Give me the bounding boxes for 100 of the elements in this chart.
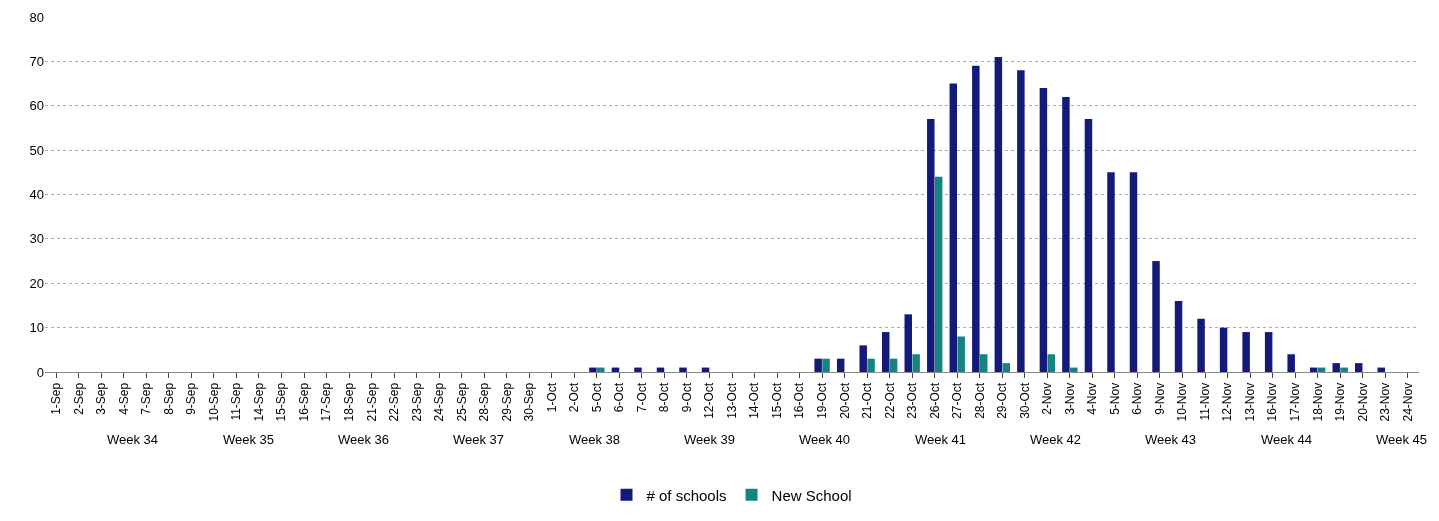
x-tick-label: 8-Sep bbox=[161, 382, 176, 415]
text: Week 39 bbox=[684, 432, 736, 447]
x-tick-label: 23-Oct bbox=[905, 382, 920, 419]
x-tick-label: 25-Sep bbox=[454, 382, 469, 422]
bar bbox=[822, 358, 830, 372]
x-tick-label: 13-Oct bbox=[724, 382, 739, 419]
bar bbox=[949, 83, 958, 372]
x-tick-label: 23-Sep bbox=[409, 382, 424, 422]
bar bbox=[1017, 70, 1025, 372]
x-tick-label: 2-Oct bbox=[567, 382, 582, 413]
x-tick-label: 17-Nov bbox=[1288, 382, 1303, 422]
x-tick-label: 24-Sep bbox=[432, 382, 447, 422]
x-tick-label: 20-Oct bbox=[837, 382, 852, 419]
x-tick-label: 26-Oct bbox=[927, 382, 942, 419]
x-tick-label: 7-Oct bbox=[634, 382, 649, 413]
x-tick-label: 21-Oct bbox=[860, 382, 875, 419]
x-tick-label: 15-Oct bbox=[769, 382, 784, 419]
x-tick-label: 2-Sep bbox=[71, 382, 86, 415]
bar bbox=[1084, 119, 1093, 372]
legend-label: # of schools bbox=[646, 486, 727, 504]
x-tick-label: 12-Nov bbox=[1220, 382, 1235, 422]
x-tick-label: 4-Sep bbox=[116, 382, 131, 415]
bar bbox=[1039, 88, 1048, 372]
text: Week 42 bbox=[1030, 432, 1082, 447]
x-tick-label: 3-Sep bbox=[94, 382, 109, 415]
x-tick-label: 14-Sep bbox=[251, 382, 266, 422]
bar bbox=[1047, 354, 1056, 372]
y-tick-label: 50 bbox=[29, 142, 44, 158]
x-tick-label: 18-Sep bbox=[341, 382, 356, 422]
bar bbox=[1129, 172, 1138, 372]
legend-label: New School bbox=[771, 486, 852, 504]
x-tick-label: 1-Oct bbox=[544, 382, 559, 413]
y-tick-label: 60 bbox=[29, 98, 44, 114]
x-tick-label: 2-Nov bbox=[1040, 382, 1055, 415]
bar bbox=[1219, 327, 1228, 372]
x-tick-label: 20-Nov bbox=[1355, 382, 1370, 422]
bar bbox=[1264, 332, 1273, 372]
bar bbox=[979, 354, 988, 372]
text: Week 37 bbox=[453, 432, 505, 447]
x-tick-label: 5-Nov bbox=[1107, 382, 1122, 415]
x-tick-label: 30-Sep bbox=[522, 382, 537, 422]
x-tick-label: 30-Oct bbox=[1017, 382, 1032, 419]
bar bbox=[994, 56, 1003, 372]
x-tick-label: 15-Sep bbox=[274, 382, 289, 422]
x-tick-label: 7-Sep bbox=[139, 382, 154, 415]
x-tick-label: 19-Nov bbox=[1333, 382, 1348, 422]
x-tick-label: 10-Sep bbox=[206, 382, 221, 422]
bar bbox=[934, 176, 943, 372]
x-tick-label: 23-Nov bbox=[1378, 382, 1393, 422]
x-tick-label: 8-Oct bbox=[657, 382, 672, 413]
bar bbox=[1152, 261, 1160, 372]
x-tick-label: 29-Oct bbox=[995, 382, 1010, 419]
x-tick-label: 6-Oct bbox=[612, 382, 627, 413]
bar bbox=[1062, 96, 1070, 372]
bar bbox=[836, 358, 845, 372]
x-tick-label: 16-Nov bbox=[1265, 382, 1280, 422]
x-tick-label: 22-Oct bbox=[882, 382, 897, 419]
x-tick-label: 10-Nov bbox=[1175, 382, 1190, 422]
x-tick-label: 18-Nov bbox=[1310, 382, 1325, 422]
x-tick-label: 19-Oct bbox=[815, 382, 829, 419]
x-tick-label: 14-Oct bbox=[747, 382, 762, 419]
x-tick-label: 11-Nov bbox=[1197, 382, 1212, 421]
x-tick-label: 27-Oct bbox=[950, 382, 965, 419]
x-tick-label: 9-Sep bbox=[184, 382, 199, 415]
bar bbox=[1287, 354, 1295, 372]
bar bbox=[597, 367, 605, 372]
bar bbox=[927, 119, 935, 372]
text: Week 36 bbox=[338, 432, 390, 447]
y-tick-label: 70 bbox=[29, 53, 44, 69]
bar bbox=[1070, 367, 1078, 372]
bar bbox=[1332, 363, 1340, 372]
y-tick-label: 20 bbox=[29, 275, 44, 291]
y-tick-label: 30 bbox=[29, 231, 44, 247]
bar bbox=[1197, 318, 1205, 372]
text: Week 38 bbox=[569, 432, 621, 447]
x-tick-label: 28-Oct bbox=[972, 382, 987, 419]
text: Week 44 bbox=[1261, 432, 1313, 447]
bar bbox=[1340, 367, 1348, 372]
y-tick-label: 10 bbox=[29, 320, 44, 336]
bar bbox=[972, 65, 980, 372]
x-tick-label: 5-Oct bbox=[589, 382, 604, 413]
bar bbox=[912, 354, 920, 372]
y-tick-label: 40 bbox=[29, 187, 44, 203]
text: Week 34 bbox=[107, 432, 159, 447]
bar bbox=[1242, 332, 1250, 372]
y-tick-label: 80 bbox=[29, 9, 44, 25]
bar bbox=[589, 367, 597, 372]
bar bbox=[1002, 363, 1010, 372]
x-tick-label: 28-Sep bbox=[477, 382, 492, 422]
y-tick-label: 0 bbox=[36, 364, 44, 380]
x-tick-label: 3-Nov bbox=[1062, 382, 1077, 415]
bar bbox=[867, 358, 875, 372]
text: Week 40 bbox=[799, 432, 851, 447]
bar bbox=[889, 358, 898, 372]
text: Week 41 bbox=[915, 432, 967, 447]
x-tick-label: 12-Oct bbox=[702, 382, 717, 419]
text: Week 45 bbox=[1376, 432, 1428, 447]
bar bbox=[1355, 363, 1363, 372]
x-tick-label: 9-Nov bbox=[1152, 382, 1167, 415]
x-tick-label: 22-Sep bbox=[387, 382, 402, 422]
